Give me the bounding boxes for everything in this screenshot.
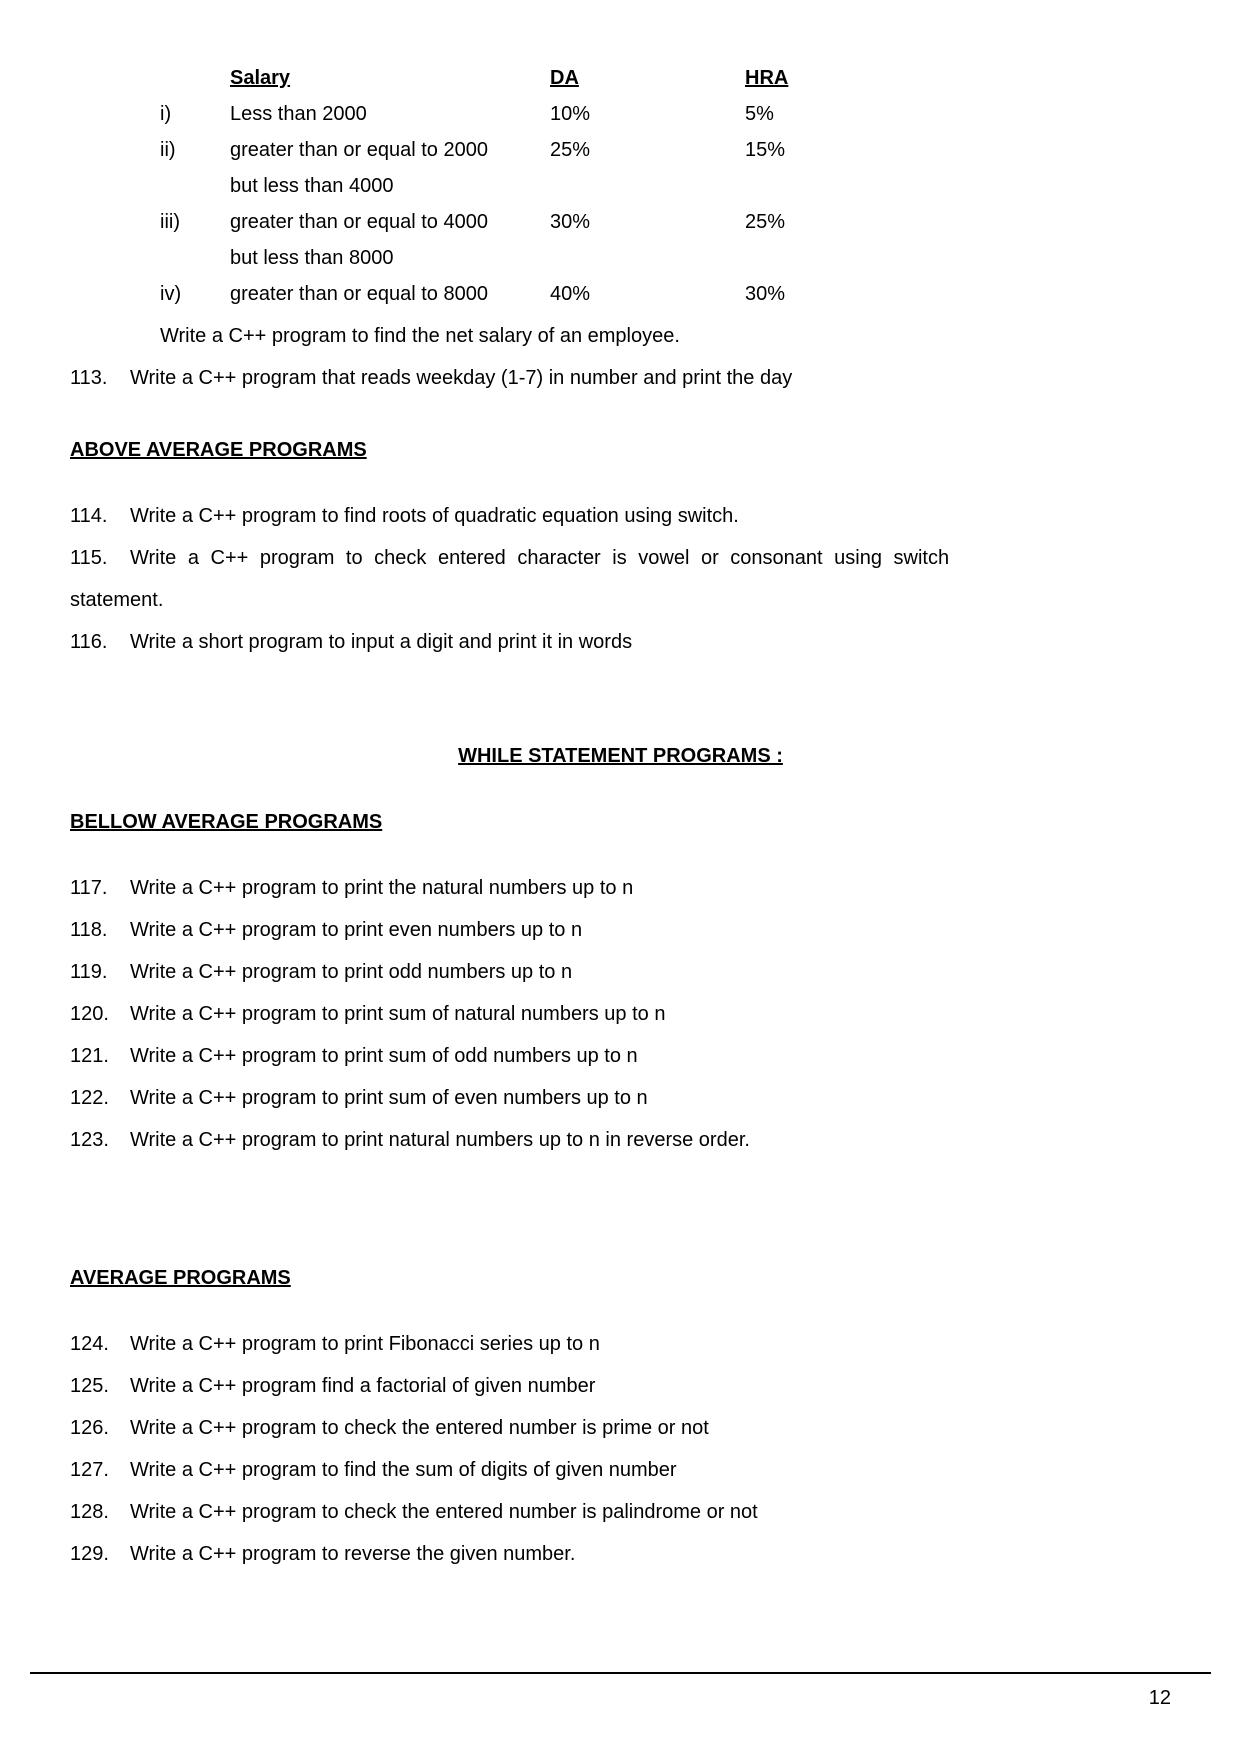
- row-hra: 30%: [745, 276, 865, 312]
- question-128: 128. Write a C++ program to check the en…: [70, 1494, 1171, 1530]
- row-hra: 15%: [745, 132, 865, 168]
- question-number: 128.: [70, 1494, 130, 1530]
- question-text: Write a C++ program to print odd numbers…: [130, 954, 572, 990]
- question-number: 126.: [70, 1410, 130, 1446]
- question-number: 127.: [70, 1452, 130, 1488]
- question-number: 113.: [70, 360, 130, 396]
- header-da: DA: [550, 60, 745, 96]
- row-num: ii): [160, 132, 230, 168]
- question-text: Write a C++ program to print even number…: [130, 912, 582, 948]
- question-number: 124.: [70, 1326, 130, 1362]
- heading-average: AVERAGE PROGRAMS: [70, 1260, 1171, 1296]
- heading-bellow-average: BELLOW AVERAGE PROGRAMS: [70, 804, 1171, 840]
- question-number: 129.: [70, 1536, 130, 1572]
- question-129: 129. Write a C++ program to reverse the …: [70, 1536, 1171, 1572]
- page-number: 12: [1149, 1680, 1171, 1716]
- salary-row: iii) greater than or equal to 4000 30% 2…: [160, 204, 1171, 240]
- empty-cell: [160, 168, 230, 204]
- question-number: 116.: [70, 624, 130, 660]
- header-hra: HRA: [745, 60, 865, 96]
- row-num: iv): [160, 276, 230, 312]
- question-text: Write a C++ program find a factorial of …: [130, 1368, 595, 1404]
- salary-table: Salary DA HRA i) Less than 2000 10% 5% i…: [160, 60, 1171, 312]
- question-118: 118. Write a C++ program to print even n…: [70, 912, 1171, 948]
- footer-divider: [30, 1672, 1211, 1674]
- question-text: Write a C++ program to print natural num…: [130, 1122, 750, 1158]
- question-125: 125. Write a C++ program find a factoria…: [70, 1368, 1171, 1404]
- question-text: Write a C++ program to find the sum of d…: [130, 1452, 677, 1488]
- row-salary: Less than 2000: [230, 96, 550, 132]
- heading-while-statement: WHILE STATEMENT PROGRAMS :: [70, 738, 1171, 774]
- question-text: Write a C++ program to print Fibonacci s…: [130, 1326, 600, 1362]
- question-text: Write a C++ program to find roots of qua…: [130, 498, 739, 534]
- row-salary: greater than or equal to 2000: [230, 132, 550, 168]
- question-120: 120. Write a C++ program to print sum of…: [70, 996, 1171, 1032]
- question-number: 125.: [70, 1368, 130, 1404]
- row-salary: greater than or equal to 4000: [230, 204, 550, 240]
- question-text: Write a C++ program to print sum of natu…: [130, 996, 665, 1032]
- question-number: 121.: [70, 1038, 130, 1074]
- question-number: 118.: [70, 912, 130, 948]
- question-text: Write a C++ program to check the entered…: [130, 1410, 709, 1446]
- question-121: 121. Write a C++ program to print sum of…: [70, 1038, 1171, 1074]
- row-salary-line2: but less than 8000: [230, 240, 550, 276]
- question-114: 114. Write a C++ program to find roots o…: [70, 498, 1171, 534]
- question-text: Write a C++ program to print sum of even…: [130, 1080, 648, 1116]
- salary-row-cont: but less than 8000: [160, 240, 1171, 276]
- question-text: Write a short program to input a digit a…: [130, 624, 632, 660]
- row-hra: 25%: [745, 204, 865, 240]
- question-number: 114.: [70, 498, 130, 534]
- question-text: Write a C++ program to check the entered…: [130, 1494, 758, 1530]
- row-da: 10%: [550, 96, 745, 132]
- question-119: 119. Write a C++ program to print odd nu…: [70, 954, 1171, 990]
- salary-row: iv) greater than or equal to 8000 40% 30…: [160, 276, 1171, 312]
- question-122: 122. Write a C++ program to print sum of…: [70, 1080, 1171, 1116]
- question-number: 117.: [70, 870, 130, 906]
- row-da: 30%: [550, 204, 745, 240]
- row-num: iii): [160, 204, 230, 240]
- question-123: 123. Write a C++ program to print natura…: [70, 1122, 1171, 1158]
- salary-row: ii) greater than or equal to 2000 25% 15…: [160, 132, 1171, 168]
- question-115: 115. Write a C++ program to check entere…: [70, 540, 1171, 576]
- row-hra: 5%: [745, 96, 865, 132]
- question-text: Write a C++ program to print the natural…: [130, 870, 633, 906]
- question-text: Write a C++ program to reverse the given…: [130, 1536, 575, 1572]
- row-salary-line2: but less than 4000: [230, 168, 550, 204]
- salary-row-cont: but less than 4000: [160, 168, 1171, 204]
- row-salary: greater than or equal to 8000: [230, 276, 550, 312]
- empty-cell: [160, 240, 230, 276]
- header-salary: Salary: [230, 60, 550, 96]
- question-117: 117. Write a C++ program to print the na…: [70, 870, 1171, 906]
- question-number: 123.: [70, 1122, 130, 1158]
- question-text: Write a C++ program to print sum of odd …: [130, 1038, 638, 1074]
- heading-above-average: ABOVE AVERAGE PROGRAMS: [70, 432, 1171, 468]
- salary-row: i) Less than 2000 10% 5%: [160, 96, 1171, 132]
- row-num: i): [160, 96, 230, 132]
- question-127: 127. Write a C++ program to find the sum…: [70, 1452, 1171, 1488]
- question-text: Write a C++ program to check entered cha…: [130, 540, 1171, 576]
- question-number: 120.: [70, 996, 130, 1032]
- salary-header-row: Salary DA HRA: [160, 60, 1171, 96]
- question-116: 116. Write a short program to input a di…: [70, 624, 1171, 660]
- question-113: 113. Write a C++ program that reads week…: [70, 360, 1171, 396]
- empty-cell: [160, 60, 230, 96]
- table-footer-text: Write a C++ program to find the net sala…: [160, 318, 1171, 354]
- question-text: Write a C++ program that reads weekday (…: [130, 360, 792, 396]
- question-126: 126. Write a C++ program to check the en…: [70, 1410, 1171, 1446]
- question-number: 115.: [70, 540, 130, 576]
- question-115-cont: statement.: [70, 582, 1171, 618]
- question-number: 119.: [70, 954, 130, 990]
- question-number: 122.: [70, 1080, 130, 1116]
- row-da: 40%: [550, 276, 745, 312]
- row-da: 25%: [550, 132, 745, 168]
- question-124: 124. Write a C++ program to print Fibona…: [70, 1326, 1171, 1362]
